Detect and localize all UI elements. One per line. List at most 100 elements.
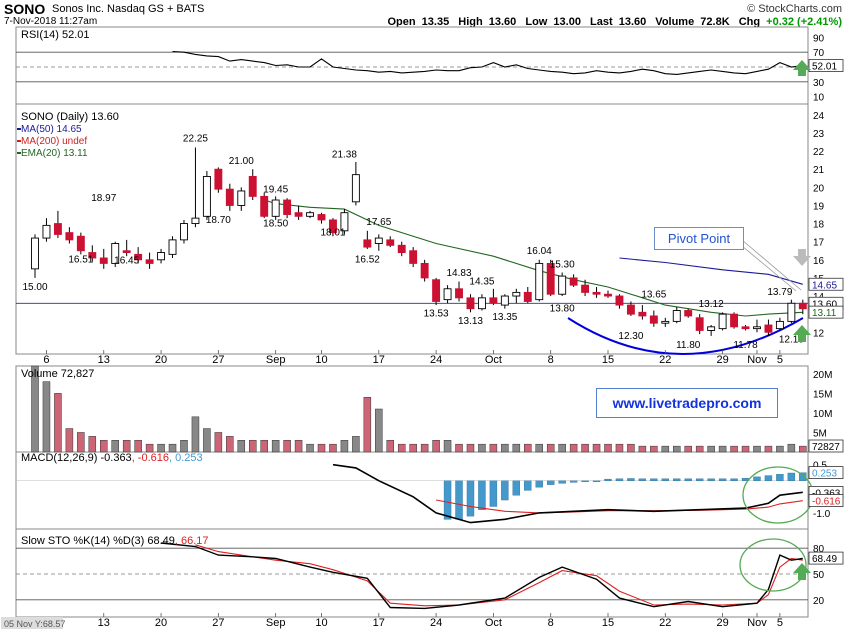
volume-bar [375,408,383,453]
macd-legend-value: , -0.616 [132,452,169,464]
candle-body [340,212,349,232]
candle-body [787,302,796,322]
candle-body [88,252,97,259]
volume-bar [730,445,738,453]
rsi-last-value-box [808,59,844,72]
volume-bar [363,397,372,453]
volume-bar [546,443,555,453]
rounding-bottom-curve [567,317,804,355]
sto-x-label: 27 [212,617,224,629]
quote-values: Open 13.35 High 13.60 Low 13.00 Last 13.… [381,16,842,28]
macd-hist-last-value: 0.253 [812,469,837,480]
price-data-label: 21.00 [229,156,254,167]
volume-bar [741,445,750,453]
volume-bar [718,445,727,453]
candle-body [512,291,521,297]
volume-bar [88,436,97,453]
candle-body [306,212,314,217]
candle-body [649,315,658,324]
volume-bar [214,432,223,453]
price-x-label: 22 [659,354,671,366]
volume-bar [100,440,108,453]
candle-body [53,223,62,235]
price-x-label: 27 [212,354,224,366]
volume-bar [581,443,589,453]
price-data-label: 13.80 [550,304,575,315]
volume-bar [134,440,142,453]
rsi-tick-label: 30 [813,78,825,89]
macd-histogram-bar [787,472,796,481]
macd-last-value: -0.363 [812,488,841,499]
sto-x-label: 8 [548,617,554,629]
high-value: 13.60 [488,16,517,28]
watermark-link[interactable]: www.livetradepro.com [596,388,778,418]
volume-bar [237,440,246,453]
pivot-point-label: Pivot Point [654,227,744,250]
candle-body [386,239,395,246]
candle-body [798,302,807,310]
macd-histogram-bar [455,480,463,520]
macd-histogram-bar [776,474,784,481]
volume-bar [489,443,498,453]
volume-bar [776,445,784,453]
ma50-line [619,257,803,285]
candle-body [432,279,441,302]
volume-bar [604,443,612,453]
volume-bar [569,443,578,453]
macd-legend-value: -0.363 [100,452,131,464]
volume-bar [283,440,291,453]
rsi-tick-label: 10 [813,93,825,104]
volume-bar [684,445,692,453]
macd-histogram-bar [443,480,452,520]
price-tick-label: 23 [813,129,825,140]
price-x-label: 13 [98,354,110,366]
volume-bar [260,440,268,453]
volume-bar [799,445,807,453]
symbol: SONO [4,1,46,17]
volume-tick-label: 15M [813,389,832,400]
price-data-label: 13.35 [492,312,517,323]
candle-body [329,219,337,234]
volume-bar [661,445,670,453]
ema20-last-value: 13.11 [812,308,837,319]
volume-bar [764,445,773,453]
macd-histogram-bar [581,480,589,482]
volume-bar [787,443,796,453]
volume-bar [535,443,543,453]
candle-body [466,297,475,310]
rsi-last-value: 52.01 [812,62,837,73]
macd-histogram-bar [650,478,658,481]
candle-body [672,310,681,322]
macd-signal-last-value: -0.616 [812,497,841,508]
price-tick-label: 18 [813,220,825,231]
volume-bar [340,440,349,453]
sto-highlight-circle [739,538,807,592]
price-x-label: 24 [430,354,442,366]
volume-bar [455,443,463,453]
volume-bar [558,443,566,453]
ma200-legend: MA(200) undef [21,136,87,147]
chg-value: +0.32 (+2.41%) [766,16,842,28]
volume-bar [638,445,647,453]
macd-histogram-bar [661,478,669,481]
price-data-label: 16.45 [114,256,139,267]
volume-bar [753,445,761,453]
price-x-label: 29 [716,354,728,366]
price-data-label: 17.65 [366,217,391,228]
macd-signal-last-value-box [808,494,844,507]
candle-body [248,176,257,197]
macd-histogram-bar [501,480,509,501]
ma50-last-value-box [808,277,844,291]
volume-tick-label: 20M [813,370,832,381]
candle-body [31,237,39,270]
price-x-label: 8 [548,354,554,366]
price-data-label: 13.79 [767,287,792,298]
candle-body [775,320,784,330]
price-tick-label: 16 [813,256,825,267]
sto-x-label: 5 [777,617,783,629]
price-data-label: 19.45 [263,184,288,195]
price-data-label: 21.38 [332,149,357,160]
high-label: High [458,16,483,28]
candle-body [546,262,555,295]
chg-label: Chg [738,16,761,28]
